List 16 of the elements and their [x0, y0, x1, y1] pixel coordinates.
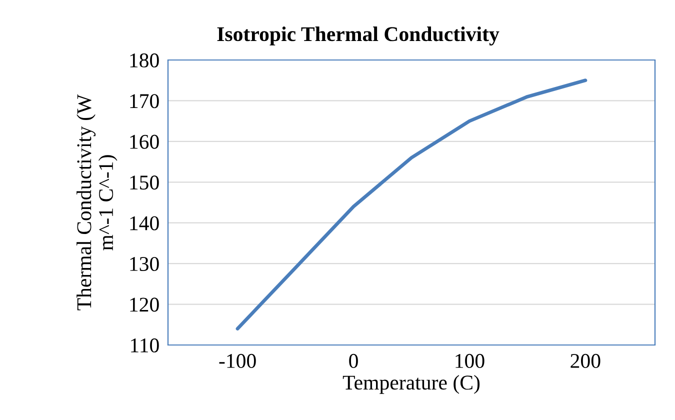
y-tick-label: 170 — [130, 94, 159, 108]
y-tick-label: 120 — [130, 298, 159, 312]
y-tick-label: 150 — [130, 176, 159, 190]
y-axis-title: Thermal Conductivity (W m^-1 C^-1) — [76, 94, 118, 310]
x-axis-title: Temperature (C) — [342, 375, 480, 394]
x-tick-label: 200 — [570, 354, 600, 368]
x-tick-label: -100 — [219, 354, 256, 368]
x-tick-label: 0 — [349, 354, 358, 368]
y-tick-label: 160 — [130, 134, 159, 149]
chart-title: Isotropic Thermal Conductivity — [217, 26, 500, 46]
x-tick-label: 100 — [456, 354, 484, 368]
y-tick-label: 140 — [130, 216, 159, 230]
y-tick-label: 110 — [131, 338, 159, 352]
line-series — [236, 78, 588, 330]
y-tick-label: 180 — [130, 53, 159, 68]
y-tick-label: 130 — [130, 256, 159, 272]
